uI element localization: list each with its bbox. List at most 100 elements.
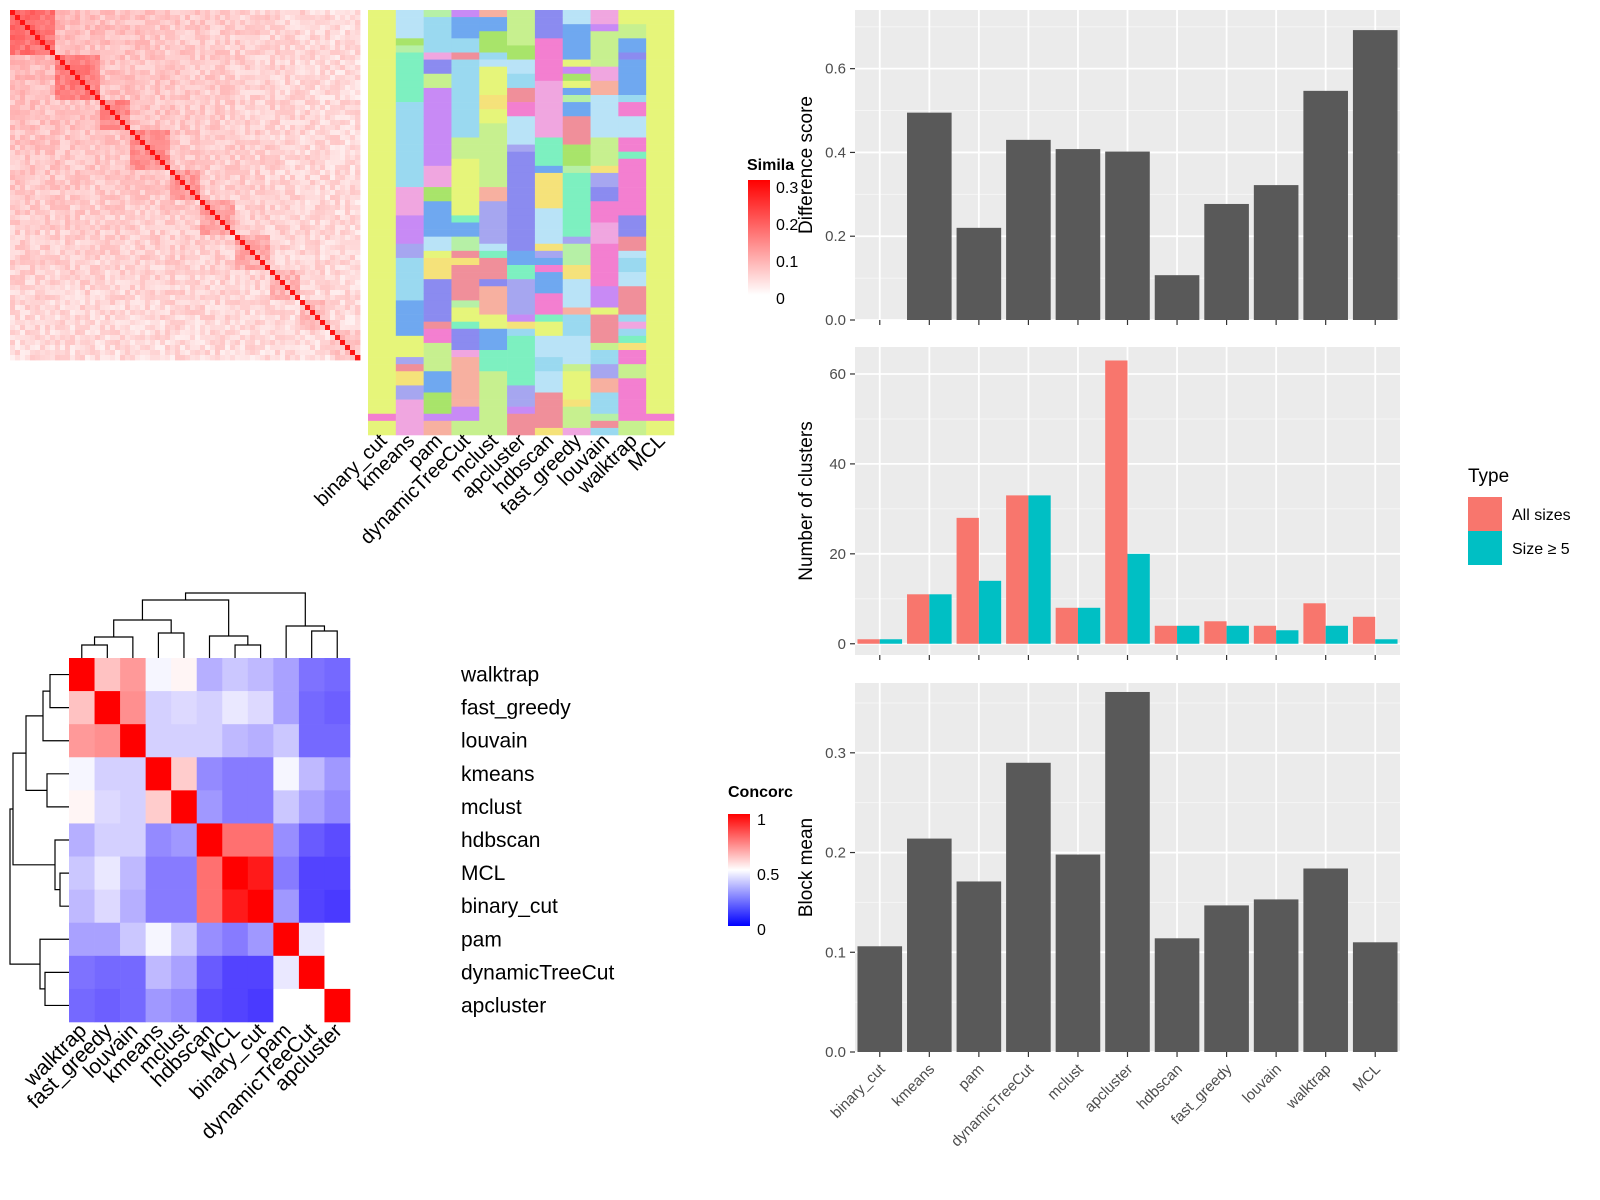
similarity-cell xyxy=(165,240,171,246)
similarity-cell xyxy=(205,240,211,246)
similarity-cell xyxy=(170,345,176,351)
similarity-cell xyxy=(140,60,146,66)
similarity-cell xyxy=(70,350,76,356)
similarity-cell xyxy=(260,100,266,106)
similarity-cell xyxy=(130,245,136,251)
similarity-cell xyxy=(190,240,196,246)
similarity-cell xyxy=(215,175,221,181)
similarity-cell xyxy=(15,225,21,231)
similarity-cell xyxy=(285,285,291,291)
similarity-cell xyxy=(20,100,26,106)
similarity-cell xyxy=(30,245,36,251)
similarity-cell xyxy=(65,170,71,176)
similarity-cell xyxy=(175,240,181,246)
similarity-cell xyxy=(200,275,206,281)
similarity-cell xyxy=(135,345,141,351)
similarity-cell xyxy=(300,40,306,46)
similarity-cell xyxy=(145,40,151,46)
similarity-cell xyxy=(110,265,116,271)
similarity-cell xyxy=(350,285,356,291)
similarity-cell xyxy=(125,155,131,161)
similarity-cell xyxy=(45,230,51,236)
similarity-cell xyxy=(75,205,81,211)
similarity-cell xyxy=(95,285,101,291)
similarity-cell xyxy=(100,175,106,181)
similarity-cell xyxy=(140,205,146,211)
similarity-cell xyxy=(125,185,131,191)
similarity-cell xyxy=(280,245,286,251)
similarity-cell xyxy=(240,100,246,106)
similarity-cell xyxy=(175,295,181,301)
similarity-cell xyxy=(225,310,231,316)
similarity-cell xyxy=(210,310,216,316)
similarity-cell xyxy=(110,325,116,331)
similarity-cell xyxy=(285,25,291,31)
similarity-cell xyxy=(200,290,206,296)
similarity-cell xyxy=(135,10,141,16)
similarity-cell xyxy=(130,240,136,246)
similarity-cell xyxy=(330,340,336,346)
similarity-cell xyxy=(225,260,231,266)
similarity-cell xyxy=(345,55,351,61)
similarity-cell xyxy=(50,190,56,196)
similarity-cell xyxy=(20,350,26,356)
similarity-cell xyxy=(100,150,106,156)
similarity-cell xyxy=(295,80,301,86)
similarity-cell xyxy=(200,20,206,26)
similarity-cell xyxy=(320,140,326,146)
similarity-cell xyxy=(165,295,171,301)
similarity-cell xyxy=(205,355,211,361)
similarity-cell xyxy=(330,135,336,141)
similarity-cell xyxy=(75,185,81,191)
similarity-cell xyxy=(40,160,46,166)
similarity-cell xyxy=(310,100,316,106)
similarity-cell xyxy=(75,215,81,221)
similarity-cell xyxy=(185,150,191,156)
similarity-cell xyxy=(215,140,221,146)
similarity-cell xyxy=(120,230,126,236)
similarity-cell xyxy=(220,265,226,271)
similarity-cell xyxy=(345,180,351,186)
similarity-cell xyxy=(275,275,281,281)
similarity-cell xyxy=(280,215,286,221)
similarity-cell xyxy=(120,210,126,216)
similarity-cell xyxy=(95,295,101,301)
similarity-cell xyxy=(210,210,216,216)
similarity-cell xyxy=(215,345,221,351)
similarity-cell xyxy=(175,210,181,216)
similarity-cell xyxy=(80,290,86,296)
similarity-cell xyxy=(205,25,211,31)
similarity-cell xyxy=(240,280,246,286)
similarity-cell xyxy=(10,170,16,176)
similarity-cell xyxy=(345,120,351,126)
similarity-cell xyxy=(195,240,201,246)
similarity-cell xyxy=(320,150,326,156)
similarity-cell xyxy=(285,320,291,326)
similarity-cell xyxy=(80,220,86,226)
similarity-cell xyxy=(305,95,311,101)
similarity-cell xyxy=(190,40,196,46)
similarity-cell xyxy=(165,315,171,321)
track-cell-binary_cut xyxy=(368,328,397,337)
similarity-cell xyxy=(325,195,331,201)
similarity-cell xyxy=(335,215,341,221)
similarity-cell xyxy=(190,120,196,126)
similarity-cell xyxy=(80,200,86,206)
similarity-cell xyxy=(285,190,291,196)
similarity-cell xyxy=(265,75,271,81)
similarity-cell xyxy=(165,95,171,101)
similarity-cell xyxy=(355,190,361,196)
similarity-cell xyxy=(165,160,171,166)
similarity-cell xyxy=(270,35,276,41)
similarity-cell xyxy=(335,40,341,46)
similarity-cell xyxy=(200,85,206,91)
track-cell-kmeans xyxy=(395,17,424,25)
similarity-cell xyxy=(295,130,301,136)
similarity-cell xyxy=(155,290,161,296)
similarity-cell xyxy=(140,350,146,356)
similarity-cell xyxy=(350,110,356,116)
similarity-cell xyxy=(155,130,161,136)
similarity-cell xyxy=(15,355,21,361)
similarity-cell xyxy=(250,80,256,86)
similarity-cell xyxy=(345,105,351,111)
